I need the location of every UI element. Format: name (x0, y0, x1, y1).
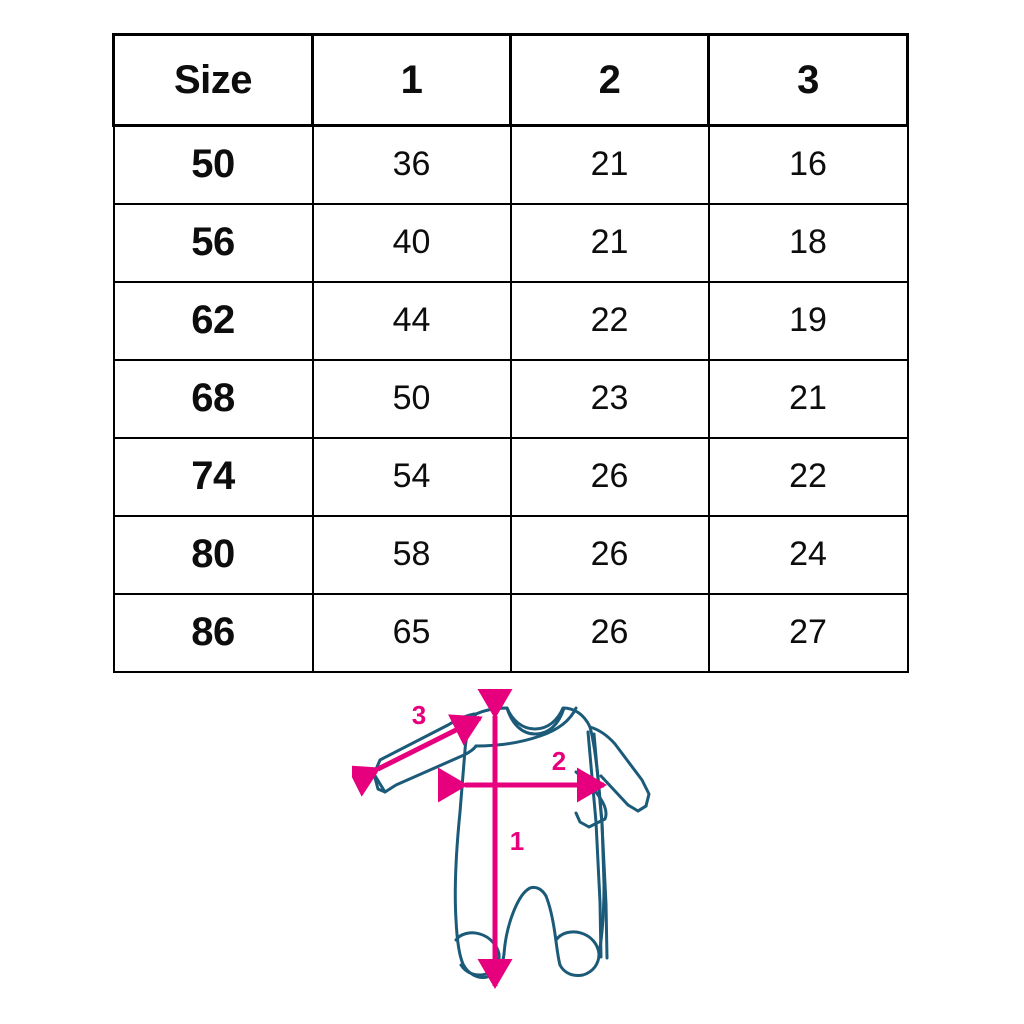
measure-label-1: 1 (510, 826, 524, 856)
cell-measure-1: 44 (311, 280, 512, 361)
table-row: 56 40 21 18 (112, 202, 909, 283)
cell-size: 56 (112, 202, 314, 283)
cell-measure-2: 21 (509, 202, 710, 283)
cell-measure-1: 36 (311, 124, 512, 205)
measure-arrow-3 (352, 714, 483, 797)
cell-measure-1: 40 (311, 202, 512, 283)
cell-measure-3: 18 (707, 202, 909, 283)
table-header-row: Size 1 2 3 (112, 33, 909, 127)
measure-label-2: 2 (552, 746, 566, 776)
column-header-measure-1: 1 (311, 33, 512, 127)
cell-measure-2: 22 (509, 280, 710, 361)
cell-measure-1: 50 (311, 358, 512, 439)
cell-measure-3: 16 (707, 124, 909, 205)
cell-measure-3: 19 (707, 280, 909, 361)
cell-size: 68 (112, 358, 314, 439)
measurement-arrows (352, 688, 607, 989)
cell-size: 74 (112, 436, 314, 517)
cell-measure-3: 21 (707, 358, 909, 439)
cell-measure-2: 26 (509, 514, 710, 595)
column-header-size: Size (112, 33, 314, 127)
column-header-measure-3: 3 (707, 33, 909, 127)
table-row: 86 65 26 27 (112, 592, 909, 673)
cell-measure-2: 21 (509, 124, 710, 205)
cell-size: 50 (112, 124, 314, 205)
cell-measure-1: 65 (311, 592, 512, 673)
table-row: 50 36 21 16 (112, 124, 909, 205)
column-header-measure-2: 2 (509, 33, 710, 127)
cell-measure-1: 58 (311, 514, 512, 595)
cell-measure-3: 22 (707, 436, 909, 517)
table-row: 62 44 22 19 (112, 280, 909, 361)
cell-measure-3: 27 (707, 592, 909, 673)
table-row: 74 54 26 22 (112, 436, 909, 517)
size-chart-table: Size 1 2 3 50 36 21 16 56 40 21 18 62 44 (112, 33, 909, 673)
cell-size: 80 (112, 514, 314, 595)
cell-measure-2: 26 (509, 592, 710, 673)
cell-size: 86 (112, 592, 314, 673)
cell-measure-3: 24 (707, 514, 909, 595)
size-chart-table-container: Size 1 2 3 50 36 21 16 56 40 21 18 62 44 (112, 33, 909, 673)
cell-size: 62 (112, 280, 314, 361)
table-row: 68 50 23 21 (112, 358, 909, 439)
table-row: 80 58 26 24 (112, 514, 909, 595)
cell-measure-1: 54 (311, 436, 512, 517)
garment-measurement-diagram: 1 2 3 (352, 672, 692, 1012)
measure-label-3: 3 (412, 700, 426, 730)
cell-measure-2: 26 (509, 436, 710, 517)
cell-measure-2: 23 (509, 358, 710, 439)
